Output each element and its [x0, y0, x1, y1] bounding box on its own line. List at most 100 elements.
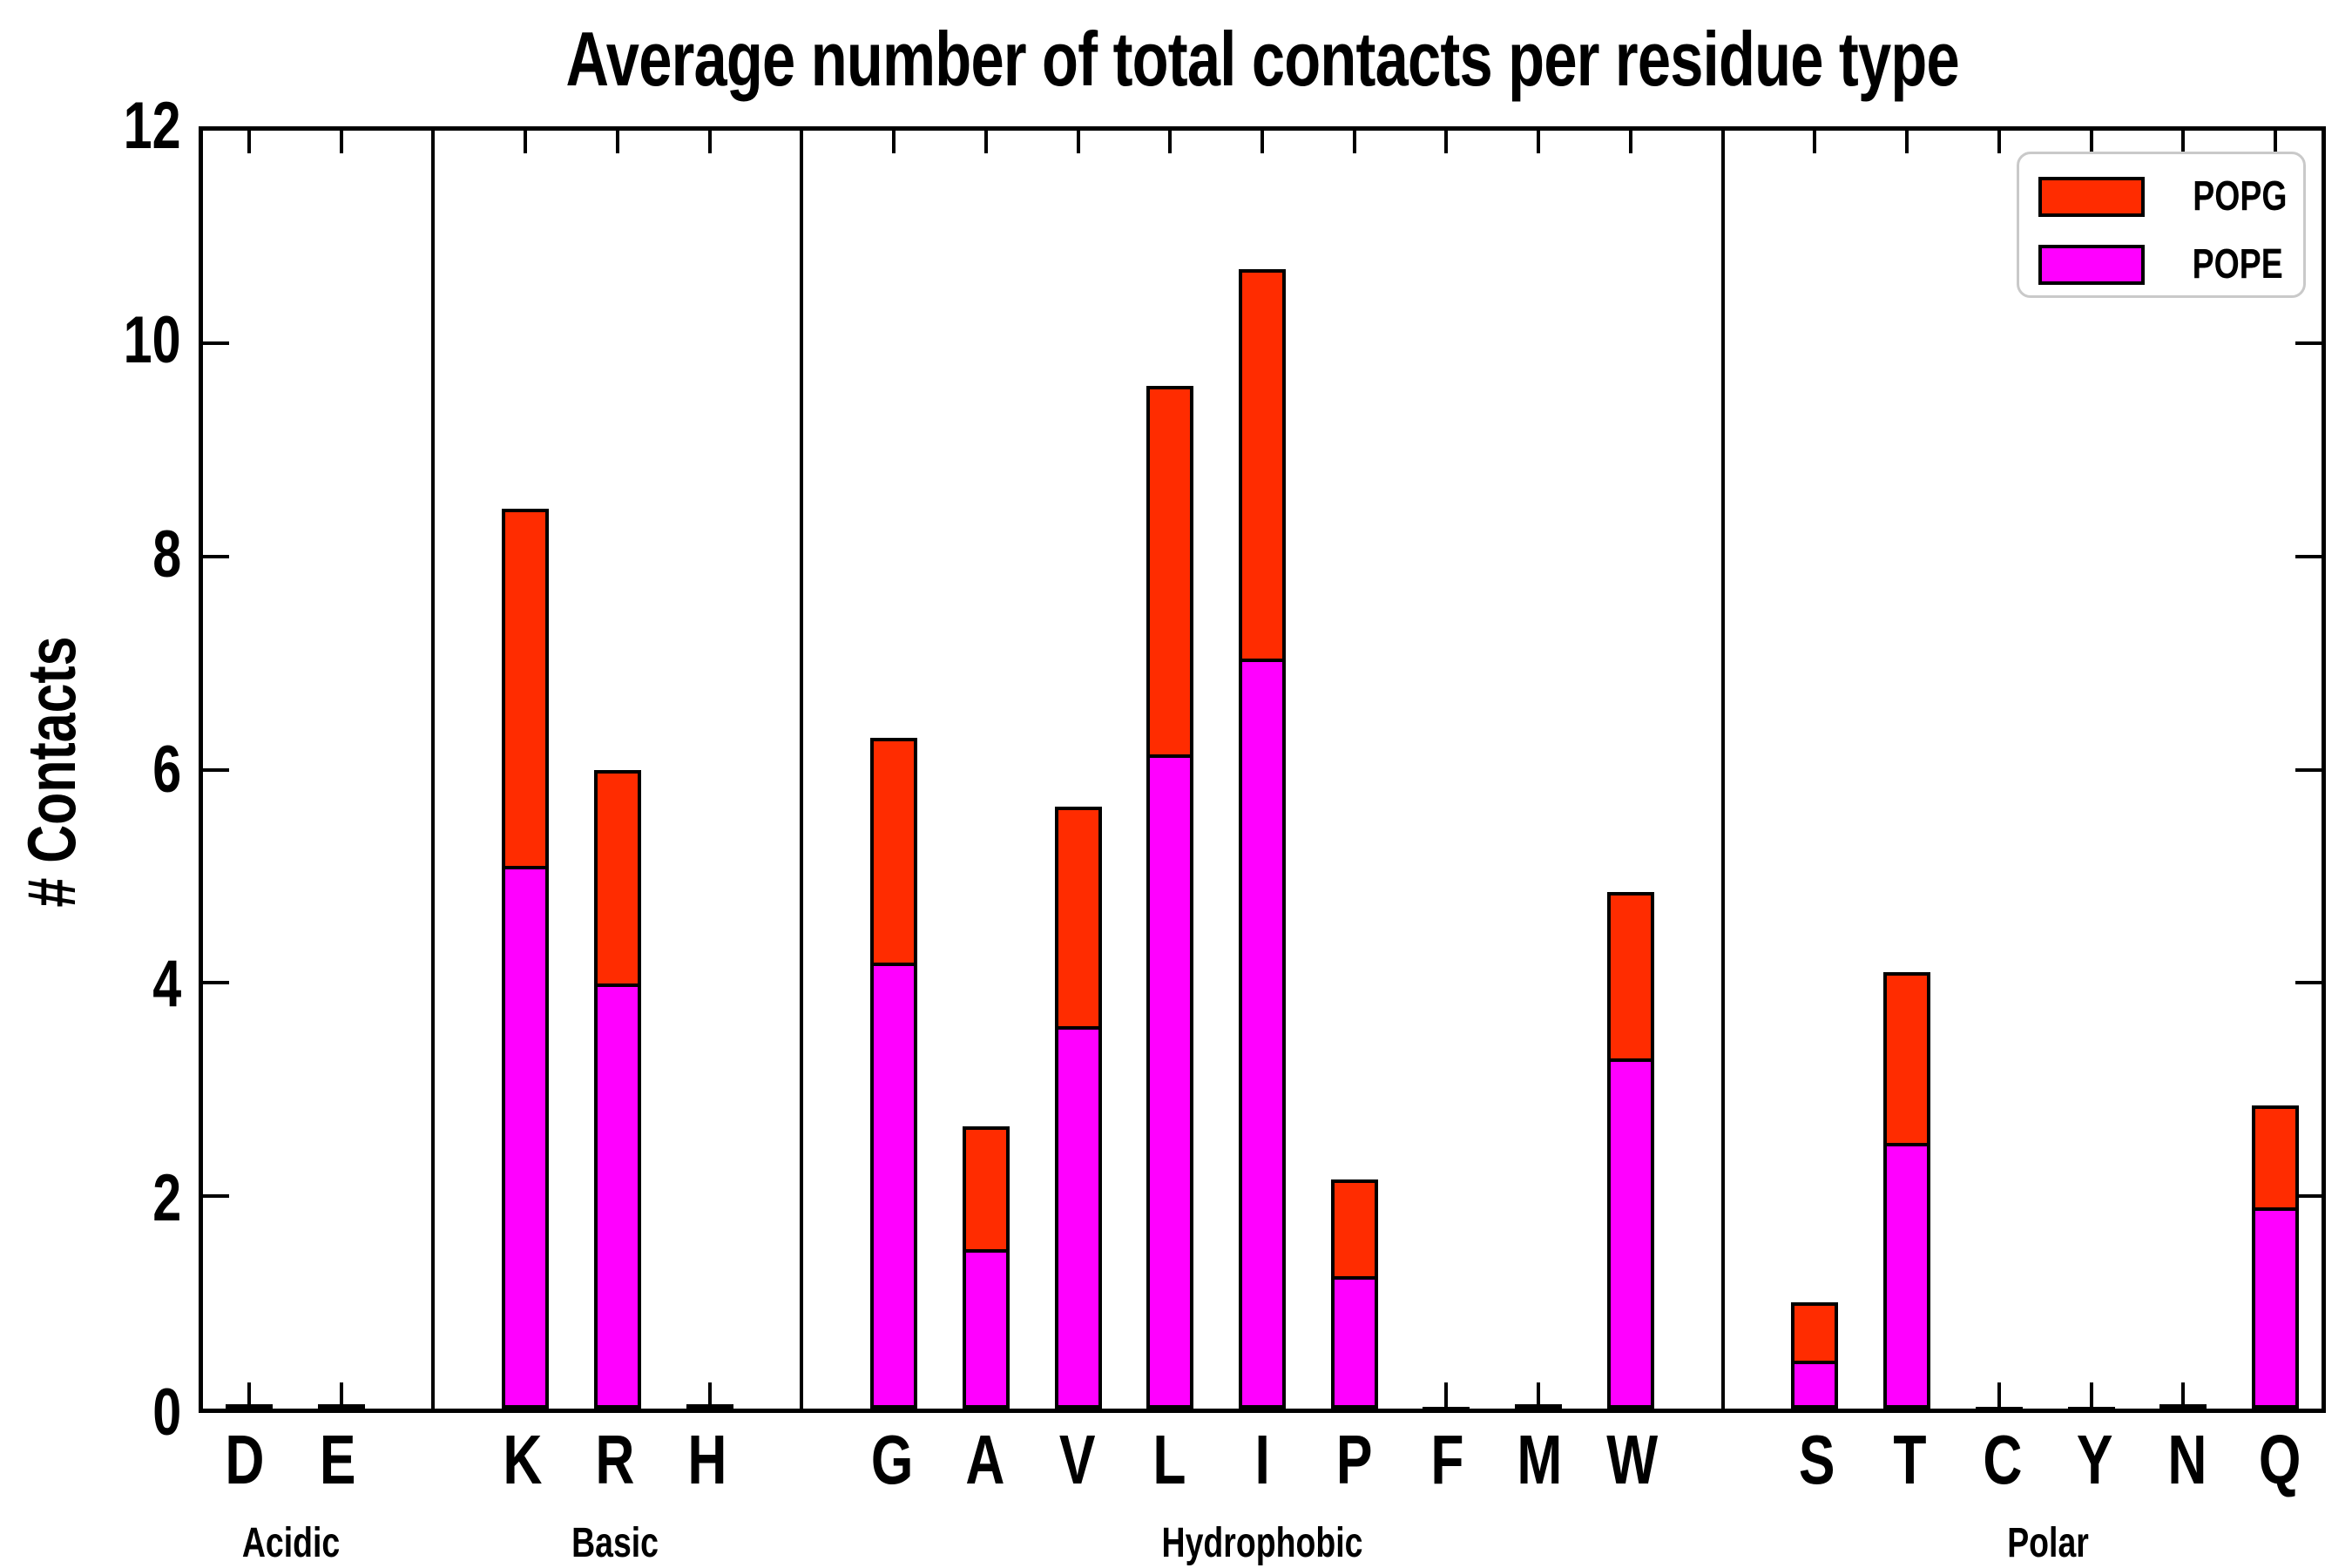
- x-tick-label-K: K: [503, 1421, 543, 1498]
- x-tick-label-D: D: [225, 1421, 265, 1498]
- y-tick-right: [2295, 341, 2322, 346]
- x-tick-top: [983, 131, 988, 153]
- y-tick-label: 4: [152, 946, 181, 1021]
- group-label-hydrophobic: Hydrophobic: [1161, 1520, 1363, 1566]
- x-tick-bottom: [707, 1382, 712, 1409]
- x-tick-top: [2089, 131, 2093, 153]
- bar-L: [1146, 386, 1194, 1409]
- chart-title: Average number of total contacts per res…: [199, 14, 2326, 105]
- bar-M: [1515, 1404, 1563, 1409]
- x-tick-top: [524, 131, 528, 153]
- x-tick-top: [615, 131, 619, 153]
- y-tick-label: 0: [152, 1375, 181, 1450]
- bar-H: [686, 1404, 733, 1409]
- y-tick-left: [203, 341, 229, 346]
- y-tick-left: [203, 1193, 229, 1198]
- bar-W-pope-segment: [1610, 1058, 1651, 1405]
- bar-V: [1054, 807, 1102, 1409]
- bar-V-pope-segment: [1058, 1026, 1098, 1405]
- x-tick-label-E: E: [319, 1421, 356, 1498]
- bar-S-pope-segment: [1794, 1360, 1835, 1405]
- bar-R-pope-segment: [597, 983, 638, 1405]
- bar-L-pope-segment: [1150, 754, 1191, 1405]
- x-tick-label-T: T: [1893, 1421, 1927, 1498]
- bar-P-pope-segment: [1334, 1275, 1375, 1405]
- bar-C: [1975, 1406, 2023, 1409]
- x-tick-bottom: [247, 1382, 251, 1409]
- x-tick-label-P: P: [1336, 1421, 1373, 1498]
- bar-A: [962, 1126, 1010, 1409]
- bar-P: [1330, 1179, 1378, 1409]
- x-tick-top: [1260, 131, 1264, 153]
- y-tick-left: [203, 554, 229, 558]
- x-tick-top: [1076, 131, 1080, 153]
- group-label-acidic: Acidic: [241, 1520, 341, 1566]
- x-tick-label-W: W: [1606, 1421, 1659, 1498]
- bar-I-pope-segment: [1242, 659, 1282, 1405]
- bar-K: [502, 509, 550, 1409]
- y-tick-right: [2295, 767, 2322, 772]
- x-tick-label-M: M: [1517, 1421, 1563, 1498]
- x-tick-label-V: V: [1058, 1421, 1096, 1498]
- bar-F: [1423, 1406, 1470, 1409]
- bar-Q: [2252, 1105, 2300, 1409]
- plot-area: POPG POPE: [199, 126, 2326, 1413]
- bar-I: [1239, 268, 1286, 1409]
- y-tick-left: [203, 980, 229, 984]
- group-separator-line: [1720, 131, 1725, 1409]
- bar-E: [317, 1404, 365, 1409]
- legend-swatch-popg: [2038, 177, 2145, 217]
- legend-row-pope: POPE: [2019, 244, 2303, 287]
- x-tick-label-L: L: [1152, 1421, 1186, 1498]
- x-tick-label-F: F: [1430, 1421, 1464, 1498]
- bar-R: [593, 769, 641, 1409]
- x-tick-label-A: A: [964, 1421, 1005, 1498]
- x-tick-label-C: C: [1982, 1421, 2022, 1498]
- bar-G: [870, 737, 918, 1409]
- x-tick-bottom: [339, 1382, 343, 1409]
- y-tick-right: [2295, 980, 2322, 984]
- x-tick-top: [1352, 131, 1356, 153]
- bar-Y: [2067, 1406, 2115, 1409]
- bar-A-pope-segment: [965, 1249, 1006, 1405]
- y-tick-label: 12: [124, 89, 181, 163]
- x-tick-bottom: [1444, 1382, 1449, 1409]
- y-tick-right: [2295, 554, 2322, 558]
- x-tick-top: [1997, 131, 2001, 153]
- x-tick-label-S: S: [1799, 1421, 1835, 1498]
- x-tick-label-G: G: [871, 1421, 914, 1498]
- bar-W: [1606, 892, 1654, 1409]
- y-tick-label: 10: [124, 303, 181, 378]
- x-tick-label-N: N: [2167, 1421, 2207, 1498]
- bar-S: [1791, 1301, 1839, 1409]
- bar-N: [2159, 1404, 2207, 1409]
- y-tick-label: 2: [152, 1160, 181, 1235]
- group-label-basic: Basic: [571, 1520, 659, 1566]
- x-tick-bottom: [1997, 1382, 2001, 1409]
- bar-Q-pope-segment: [2255, 1207, 2296, 1405]
- y-tick-left: [203, 767, 229, 772]
- bar-K-pope-segment: [505, 866, 546, 1405]
- legend-row-popg: POPG: [2019, 176, 2303, 219]
- y-tick-label: 8: [152, 517, 181, 592]
- x-tick-top: [1628, 131, 1632, 153]
- bar-G-pope-segment: [874, 962, 915, 1405]
- bar-D: [225, 1404, 273, 1409]
- x-tick-top: [707, 131, 712, 153]
- x-tick-top: [1813, 131, 1817, 153]
- x-tick-label-Q: Q: [2258, 1421, 2301, 1498]
- x-tick-top: [1444, 131, 1449, 153]
- legend-box: POPG POPE: [2017, 152, 2306, 298]
- x-tick-top: [1168, 131, 1173, 153]
- x-tick-top: [247, 131, 251, 153]
- x-tick-top: [2274, 131, 2278, 153]
- y-tick-right: [2295, 1193, 2322, 1198]
- x-tick-top: [1905, 131, 1909, 153]
- x-tick-bottom: [1537, 1382, 1541, 1409]
- x-tick-top: [892, 131, 896, 153]
- group-label-polar: Polar: [2007, 1520, 2090, 1566]
- group-separator-line: [431, 131, 436, 1409]
- chart-title-text: Average number of total contacts per res…: [565, 16, 1959, 102]
- bar-T: [1883, 971, 1931, 1409]
